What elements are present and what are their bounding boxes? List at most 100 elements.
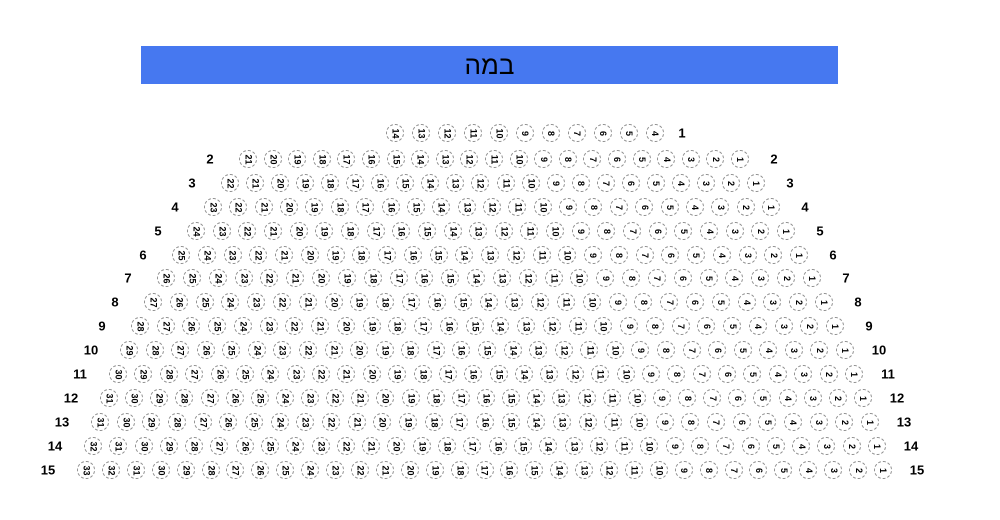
seat[interactable]: 2 bbox=[789, 293, 808, 311]
seat[interactable]: 22 bbox=[260, 269, 279, 287]
seat[interactable]: 14 bbox=[515, 365, 534, 383]
seat[interactable]: 17 bbox=[356, 198, 375, 216]
seat[interactable]: 2 bbox=[828, 389, 847, 407]
seat[interactable]: 14 bbox=[550, 461, 569, 479]
seat[interactable]: 7 bbox=[692, 365, 711, 383]
seat[interactable]: 7 bbox=[596, 174, 615, 192]
seat[interactable]: 4 bbox=[646, 124, 664, 142]
seat[interactable]: 18 bbox=[426, 389, 445, 407]
seat[interactable]: 2 bbox=[777, 269, 796, 287]
seat[interactable]: 7 bbox=[583, 150, 602, 168]
seat[interactable]: 13 bbox=[446, 174, 465, 192]
seat[interactable]: 20 bbox=[300, 246, 319, 264]
seat[interactable]: 21 bbox=[275, 246, 293, 264]
seat[interactable]: 17 bbox=[414, 317, 433, 335]
seat[interactable]: 23 bbox=[247, 293, 266, 311]
seat[interactable]: 17 bbox=[438, 365, 457, 383]
seat[interactable]: 8 bbox=[622, 269, 641, 287]
seat[interactable]: 21 bbox=[263, 222, 282, 240]
seat[interactable]: 15 bbox=[513, 437, 532, 455]
seat[interactable]: 17 bbox=[346, 174, 365, 192]
seat[interactable]: 8 bbox=[699, 461, 718, 479]
seat[interactable]: 21 bbox=[254, 198, 273, 216]
seat[interactable]: 14 bbox=[421, 174, 440, 192]
seat[interactable]: 20 bbox=[400, 461, 419, 479]
seat[interactable]: 27 bbox=[200, 389, 219, 407]
seat[interactable]: 25 bbox=[195, 293, 214, 311]
seat[interactable]: 12 bbox=[554, 341, 573, 359]
seat[interactable]: 15 bbox=[429, 246, 448, 264]
seat[interactable]: 12 bbox=[531, 293, 550, 311]
seat[interactable]: 1 bbox=[803, 269, 821, 287]
seat[interactable]: 29 bbox=[120, 341, 138, 359]
seat[interactable]: 21 bbox=[362, 437, 381, 455]
seat[interactable]: 24 bbox=[286, 437, 305, 455]
seat[interactable]: 14 bbox=[432, 198, 451, 216]
seat[interactable]: 19 bbox=[362, 317, 381, 335]
seat[interactable]: 18 bbox=[424, 413, 443, 431]
seat[interactable]: 10 bbox=[509, 150, 528, 168]
seat[interactable]: 29 bbox=[150, 389, 169, 407]
seat[interactable]: 23 bbox=[223, 246, 242, 264]
seat[interactable]: 5 bbox=[632, 150, 651, 168]
seat[interactable]: 31 bbox=[126, 461, 145, 479]
seat[interactable]: 24 bbox=[261, 365, 280, 383]
seat[interactable]: 22 bbox=[249, 246, 268, 264]
seat[interactable]: 24 bbox=[221, 293, 240, 311]
seat[interactable]: 14 bbox=[386, 124, 404, 142]
seat[interactable]: 2 bbox=[810, 341, 829, 359]
seat[interactable]: 9 bbox=[534, 150, 553, 168]
seat[interactable]: 3 bbox=[774, 317, 793, 335]
seat[interactable]: 13 bbox=[412, 124, 430, 142]
seat[interactable]: 6 bbox=[732, 413, 751, 431]
seat[interactable]: 22 bbox=[336, 437, 355, 455]
seat[interactable]: 10 bbox=[649, 461, 668, 479]
seat[interactable]: 10 bbox=[546, 222, 565, 240]
seat[interactable]: 16 bbox=[500, 461, 519, 479]
seat[interactable]: 5 bbox=[766, 437, 785, 455]
seat[interactable]: 12 bbox=[483, 198, 501, 216]
seat[interactable]: 12 bbox=[589, 437, 608, 455]
seat[interactable]: 15 bbox=[406, 198, 425, 216]
seat[interactable]: 20 bbox=[336, 317, 355, 335]
seat[interactable]: 20 bbox=[263, 150, 282, 168]
seat[interactable]: 20 bbox=[289, 222, 308, 240]
seat[interactable]: 9 bbox=[608, 293, 627, 311]
seat[interactable]: 27 bbox=[171, 341, 190, 359]
seat[interactable]: 25 bbox=[172, 246, 190, 264]
seat[interactable]: 16 bbox=[452, 341, 471, 359]
seat[interactable]: 3 bbox=[803, 389, 822, 407]
seat[interactable]: 5 bbox=[723, 317, 742, 335]
seat[interactable]: 9 bbox=[665, 437, 684, 455]
seat[interactable]: 26 bbox=[235, 437, 254, 455]
seat[interactable]: 9 bbox=[674, 461, 693, 479]
seat[interactable]: 6 bbox=[648, 222, 667, 240]
seat[interactable]: 4 bbox=[799, 461, 818, 479]
seat[interactable]: 26 bbox=[182, 317, 201, 335]
seat[interactable]: 3 bbox=[809, 413, 828, 431]
seat[interactable]: 8 bbox=[542, 124, 560, 142]
seat[interactable]: 1 bbox=[731, 150, 749, 168]
seat[interactable]: 7 bbox=[609, 198, 628, 216]
seat[interactable]: 10 bbox=[570, 269, 589, 287]
seat[interactable]: 19 bbox=[326, 246, 345, 264]
seat[interactable]: 26 bbox=[196, 341, 215, 359]
seat[interactable]: 20 bbox=[312, 269, 331, 287]
seat[interactable]: 20 bbox=[271, 174, 290, 192]
seat[interactable]: 2 bbox=[842, 437, 861, 455]
seat[interactable]: 27 bbox=[193, 413, 212, 431]
seat[interactable]: 14 bbox=[443, 222, 462, 240]
seat[interactable]: 2 bbox=[751, 222, 770, 240]
seat[interactable]: 8 bbox=[690, 437, 709, 455]
seat[interactable]: 22 bbox=[312, 365, 331, 383]
seat[interactable]: 25 bbox=[222, 341, 241, 359]
seat[interactable]: 4 bbox=[792, 437, 811, 455]
seat[interactable]: 10 bbox=[605, 341, 624, 359]
seat[interactable]: 21 bbox=[311, 317, 330, 335]
seat[interactable]: 16 bbox=[476, 413, 494, 431]
seat[interactable]: 12 bbox=[460, 150, 479, 168]
seat[interactable]: 3 bbox=[751, 269, 770, 287]
seat[interactable]: 16 bbox=[371, 174, 390, 192]
seat[interactable]: 9 bbox=[596, 269, 615, 287]
seat[interactable]: 18 bbox=[376, 293, 395, 311]
